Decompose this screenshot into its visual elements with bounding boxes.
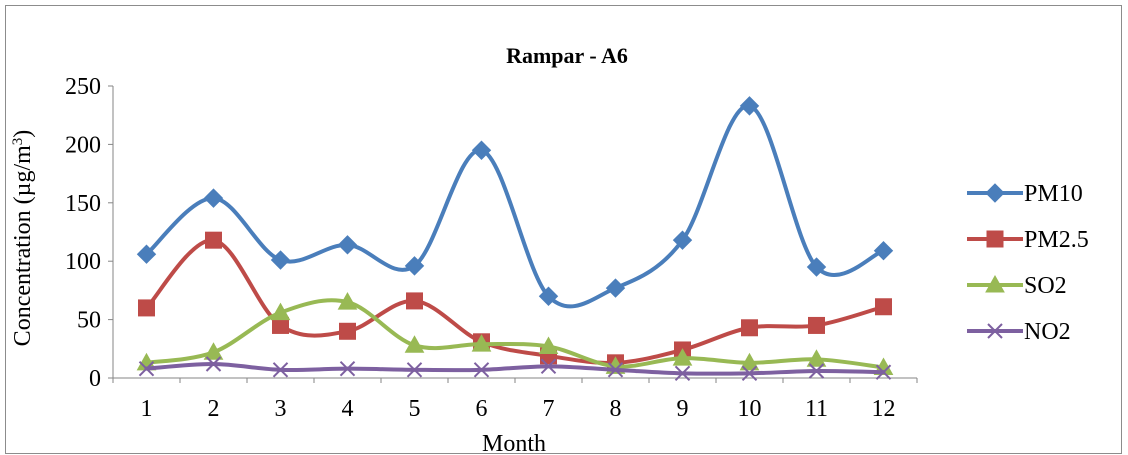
legend-marker: [987, 323, 1003, 339]
legend-label: NO2: [1024, 319, 1071, 345]
x-marker-stroke: [473, 362, 490, 378]
y-tick-label: 150: [65, 191, 101, 217]
data-point-pm10: [739, 96, 760, 116]
legend-marker: [986, 230, 1004, 248]
data-point-pm10: [672, 230, 693, 250]
legend-marker: [985, 274, 1005, 293]
data-point-pm2-5: [875, 298, 892, 316]
series-no2: [138, 356, 892, 382]
legend-item-no2: NO2: [967, 319, 1071, 345]
x-tick-label: 7: [543, 396, 555, 422]
data-point-no2: [473, 362, 490, 378]
legend-marker: [985, 183, 1005, 203]
data-point-pm10: [404, 256, 425, 276]
x-marker-stroke: [987, 323, 1003, 339]
x-tick-label: 9: [677, 396, 689, 422]
data-point-so2: [672, 348, 693, 366]
legend-label: SO2: [1024, 273, 1067, 299]
data-point-no2: [674, 365, 691, 382]
x-tick-label: 2: [208, 396, 220, 422]
data-point-pm2-5: [741, 319, 758, 337]
x-marker-stroke: [272, 362, 289, 378]
x-tick-label: 10: [738, 396, 762, 422]
x-tick-label: 6: [476, 396, 488, 422]
legend-item-so2: SO2: [967, 273, 1067, 299]
data-point-pm10: [270, 250, 291, 270]
legend-label: PM2.5: [1024, 227, 1089, 253]
x-marker-stroke: [339, 360, 356, 377]
data-point-pm2-5: [339, 322, 356, 340]
x-marker-stroke: [205, 356, 222, 372]
y-axis-label: Concentration (µg/m3): [10, 130, 36, 347]
x-tick-label: 4: [342, 396, 354, 422]
series-line-pm10: [144, 103, 886, 309]
data-point-so2: [538, 336, 559, 354]
data-point-no2: [272, 362, 289, 378]
data-point-pm10: [136, 244, 157, 264]
x-marker-stroke: [138, 360, 155, 377]
x-tick-label: 8: [610, 396, 622, 422]
x-marker-stroke: [741, 365, 758, 382]
data-point-pm10: [337, 235, 358, 255]
x-marker-stroke: [607, 362, 624, 378]
data-point-no2: [138, 360, 155, 377]
data-point-so2: [739, 352, 760, 371]
chart-frame: [5, 5, 1122, 454]
data-point-no2: [406, 362, 423, 378]
data-point-pm2-5: [808, 316, 825, 334]
x-marker-stroke: [875, 364, 892, 380]
x-marker-stroke: [808, 363, 825, 379]
data-point-pm2-5: [205, 231, 222, 249]
y-tick-label: 250: [65, 74, 101, 100]
x-tick-label: 3: [275, 396, 287, 422]
legend: PM10 PM2.5 SO2 NO2: [967, 181, 1089, 345]
x-marker-stroke: [674, 365, 691, 382]
series-line-so2: [144, 298, 886, 370]
x-marker-stroke: [540, 358, 557, 375]
data-point-no2: [607, 362, 624, 378]
series-pm2-5: [138, 231, 892, 372]
x-tick-label: 1: [141, 396, 153, 422]
data-point-so2: [471, 334, 492, 352]
x-tick-label: 5: [409, 396, 421, 422]
legend-item-pm10: PM10: [967, 181, 1083, 207]
series-pm10: [136, 96, 894, 309]
y-tick-label: 0: [89, 366, 101, 392]
data-point-no2: [808, 363, 825, 379]
data-point-pm2-5: [406, 292, 423, 310]
x-tick-label: 12: [872, 396, 896, 422]
data-point-pm2-5: [138, 299, 155, 317]
data-point-pm10: [471, 140, 492, 160]
data-point-so2: [806, 349, 827, 367]
data-point-pm10: [806, 257, 827, 277]
legend-item-pm2-5: PM2.5: [967, 227, 1089, 253]
data-point-no2: [339, 360, 356, 377]
data-point-pm10: [203, 188, 224, 208]
legend-label: PM10: [1024, 181, 1083, 207]
series-so2: [136, 292, 894, 375]
data-point-pm10: [538, 286, 559, 306]
x-marker-stroke: [406, 362, 423, 378]
chart-title: Rampar - A6: [506, 43, 628, 68]
series-layer: [136, 96, 894, 382]
data-point-no2: [205, 356, 222, 372]
y-tick-label: 50: [77, 308, 101, 334]
data-point-no2: [741, 365, 758, 382]
y-tick-label: 200: [65, 132, 101, 158]
data-point-so2: [203, 342, 224, 360]
data-point-so2: [270, 302, 291, 321]
data-point-no2: [540, 358, 557, 375]
x-tick-label: 11: [805, 396, 828, 422]
data-point-so2: [337, 292, 358, 310]
y-tick-label: 100: [65, 249, 101, 275]
data-point-so2: [404, 335, 425, 353]
x-axis-label: Month: [482, 431, 546, 455]
data-point-pm10: [605, 278, 626, 298]
data-point-pm10: [873, 240, 894, 261]
data-point-no2: [875, 364, 892, 380]
series-line-no2: [144, 361, 886, 376]
